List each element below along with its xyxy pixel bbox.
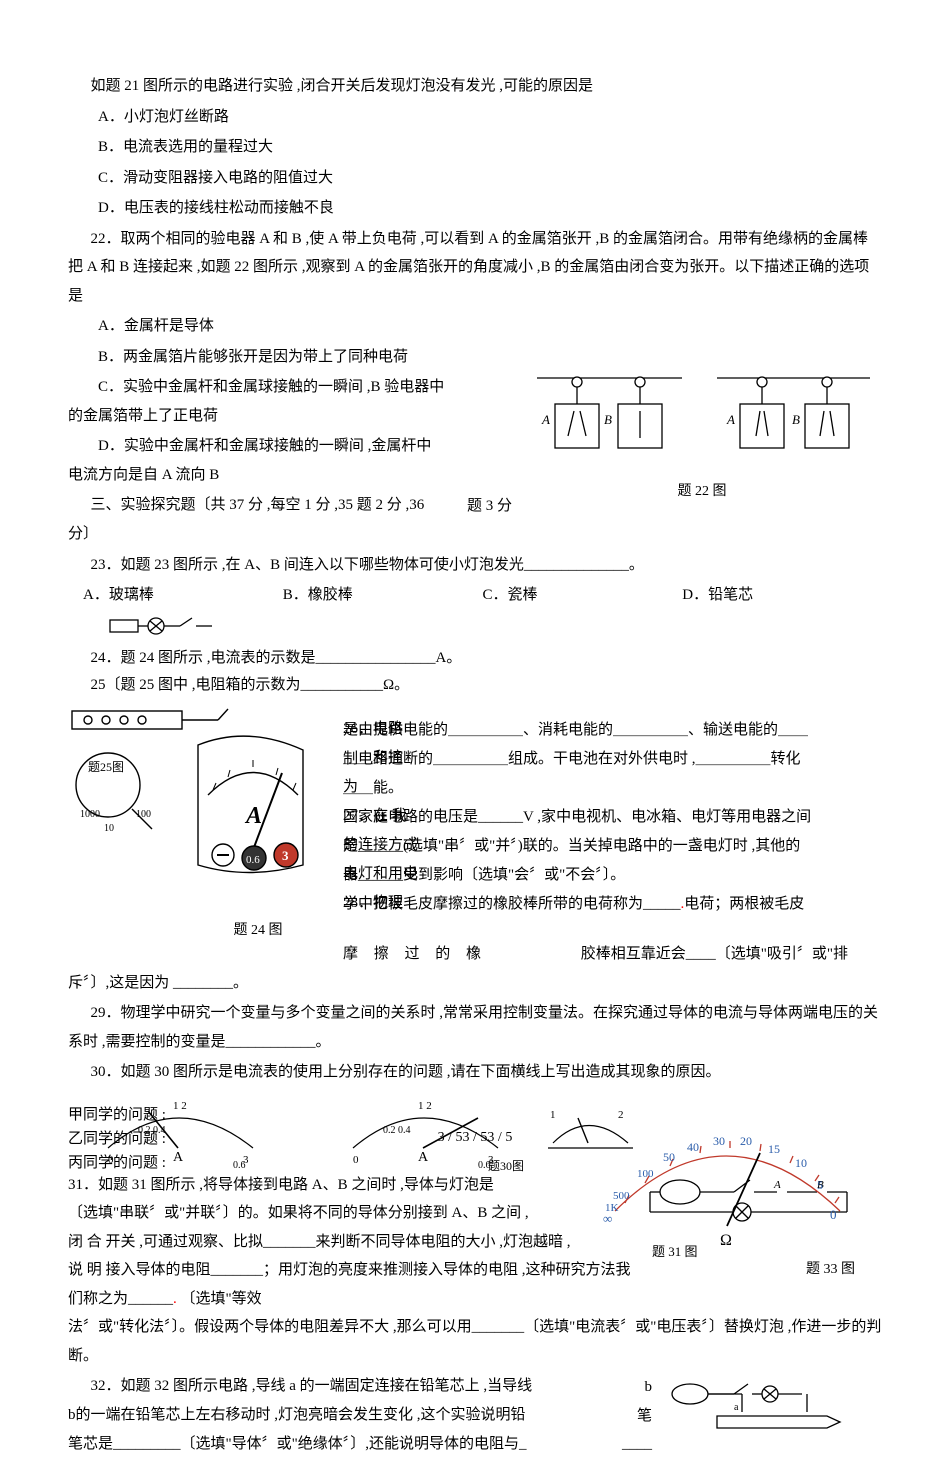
q21-option-c: C．滑动变阻器接入电路的阻值过大	[68, 164, 882, 193]
q22-d-part1: D．实验中金属杆和金属球接触的一瞬间 ,金属杆中	[98, 438, 431, 454]
q26-line1b: 是由提供电能的＿＿＿＿＿、消耗电能的＿＿＿＿＿、输送电能的＿＿	[338, 716, 882, 745]
figure-33-caption: 题 33 图	[595, 1257, 855, 1284]
q22-option-a: A．金属杆是导体	[68, 312, 882, 341]
q21-option-b: B．电流表选用的量程过大	[68, 133, 882, 162]
figure-32: a	[662, 1372, 872, 1443]
q29-stem: 29．物理学中研究一个变量与多个变量之间的关系时 ,常常采用控制变量法。在探究通…	[68, 999, 882, 1056]
q32a: 32．如题 32 图所示电路 ,导线 a 的一端固定连接在铅笔芯上 ,当导线	[91, 1378, 533, 1394]
q22-stem: 22．取两个相同的验电器 A 和 B ,使 A 带上负电荷 ,可以看到 A 的金…	[68, 225, 882, 311]
svg-text:20: 20	[740, 1134, 752, 1148]
q24-stem: 24．题 24 图所示 ,电流表的示数是________________A。	[68, 644, 882, 673]
q26-line2b: 制电路通断的＿＿＿＿＿组成。干电池在对外供电时 ,＿＿＿＿＿转化	[338, 745, 882, 774]
svg-text:1 2: 1 2	[418, 1100, 432, 1112]
q23-options: A．玻璃棒 B．橡胶棒 C．瓷棒 D．铅笔芯	[68, 581, 882, 610]
q31d1: 说 明 接入导体的电阻_______；用灯泡的亮度来推测接入导体的电阻 ,这种研…	[68, 1262, 631, 1307]
svg-text:1000: 1000	[80, 809, 100, 820]
red-dot-2: .	[173, 1291, 177, 1307]
q27-line1b: 国家庭电路的电压是______V ,家中电视机、电冰箱、电灯等用电器之间	[338, 803, 882, 832]
q26-line3b: ＿＿能。	[338, 774, 882, 803]
q27-line3b: 器______受到影响〔选填"会〞或"不会〞〕。	[338, 861, 882, 890]
q28b1: 学中把被毛皮摩擦过的橡胶棒所带的电荷称为_____	[343, 896, 681, 912]
figure-22-caption: 题 22 图	[522, 479, 882, 506]
section-3-title-c: 分〕	[68, 520, 882, 549]
q30-stem: 30．如题 30 图所示是电流表的使用上分别存在的问题 ,请在下面横线上写出造成…	[68, 1058, 882, 1087]
svg-text:a: a	[734, 1402, 739, 1413]
svg-text:∞: ∞	[603, 1211, 612, 1226]
svg-text:100: 100	[136, 809, 151, 820]
svg-text:2: 2	[618, 1109, 624, 1121]
q25-stem: 25〔题 25 图中 ,电阻箱的示数为___________Ω。	[68, 671, 882, 700]
section-3-title-a: 三、实验探究题〔共 37 分 ,每空 1 分 ,35 题 2 分 ,36	[91, 497, 425, 513]
q23-option-d: D．铅笔芯	[682, 581, 882, 610]
figure-25-caption: 题25图	[88, 756, 124, 779]
q32c: 笔芯是_________〔选填"导体〞或"绝缘体〞〕,还能说明导体的电阻与_	[68, 1436, 527, 1452]
svg-text:B: B	[604, 412, 612, 427]
figure-23-inline	[108, 614, 882, 649]
svg-text:30: 30	[713, 1134, 725, 1148]
q28c: 摩 擦 过 的 橡	[343, 946, 487, 962]
svg-text:40: 40	[687, 1140, 699, 1154]
q23-stem: 23．如题 23 图所示 ,在 A、B 间连入以下哪些物体可使小灯泡发光____…	[68, 551, 882, 580]
svg-text:B: B	[792, 412, 800, 427]
q28-line1b: 学中把被毛皮摩擦过的橡胶棒所带的电荷称为_____.电荷；两根被毛皮	[338, 890, 882, 919]
svg-text:5: 5	[817, 1178, 823, 1192]
svg-text:1: 1	[550, 1109, 556, 1121]
svg-text:Ω: Ω	[720, 1232, 732, 1249]
q28b2: 电荷；两根被毛皮	[684, 896, 804, 912]
q21-stem: 如题 21 图所示的电路进行实验 ,闭合开关后发现灯泡没有发光 ,可能的原因是	[68, 72, 882, 101]
svg-text:100: 100	[637, 1168, 654, 1180]
q30-row-c: 丙同学的问题 :	[68, 1149, 166, 1178]
q23-option-a: A．玻璃棒	[83, 581, 283, 610]
svg-text:A: A	[726, 412, 735, 427]
q28-line2: 摩 擦 过 的 橡 胶棒相互靠近会____〔选填"吸引〞或"排斥〞〕,这是因为 …	[68, 940, 882, 997]
q31d2: 〔选填"等效	[181, 1291, 262, 1307]
svg-text:0.6: 0.6	[246, 854, 260, 866]
figure-22: A B A B 题 22 图	[522, 366, 882, 505]
q21-option-a: A．小灯泡灯丝断路	[68, 103, 882, 132]
q31-line5: 法〞或"转化法〞〕。假设两个导体的电阻差异不大 ,那么可以用_______〔选填…	[68, 1313, 882, 1370]
figure-30-caption: 题30图	[488, 1155, 524, 1178]
svg-text:A: A	[244, 803, 262, 829]
q27-line2b: 是______(选填"串〞或"并〞)联的。当关掉电路中的一盏电灯时 ,其他的	[338, 832, 882, 861]
svg-text:3: 3	[282, 848, 289, 863]
figure-24-caption: 题 24 图	[188, 918, 328, 945]
q22-c-part1: C．实验中金属杆和金属球接触的一瞬间 ,B 验电器中	[98, 379, 444, 395]
svg-text:0.6: 0.6	[233, 1160, 246, 1171]
svg-text:10: 10	[795, 1156, 807, 1170]
q23-option-b: B．橡胶棒	[283, 581, 483, 610]
q21-option-d: D．电压表的接线柱松动而接触不良	[68, 194, 882, 223]
q23-option-c: C．瓷棒	[483, 581, 683, 610]
svg-text:1 2: 1 2	[173, 1100, 187, 1112]
svg-text:50: 50	[663, 1150, 675, 1164]
svg-text:15: 15	[768, 1142, 780, 1156]
figure-24: 1000 100 10 A 0.6 3	[68, 705, 328, 944]
svg-text:500: 500	[613, 1190, 630, 1202]
svg-text:0: 0	[830, 1207, 837, 1222]
svg-text:A: A	[541, 412, 550, 427]
svg-text:0: 0	[353, 1154, 359, 1166]
svg-text:10: 10	[104, 823, 114, 834]
q32d: ____	[622, 1430, 652, 1459]
figure-33: 0 5 10 15 20 30 40 50 100 500 1K ∞ Ω 题 3…	[595, 1121, 855, 1284]
